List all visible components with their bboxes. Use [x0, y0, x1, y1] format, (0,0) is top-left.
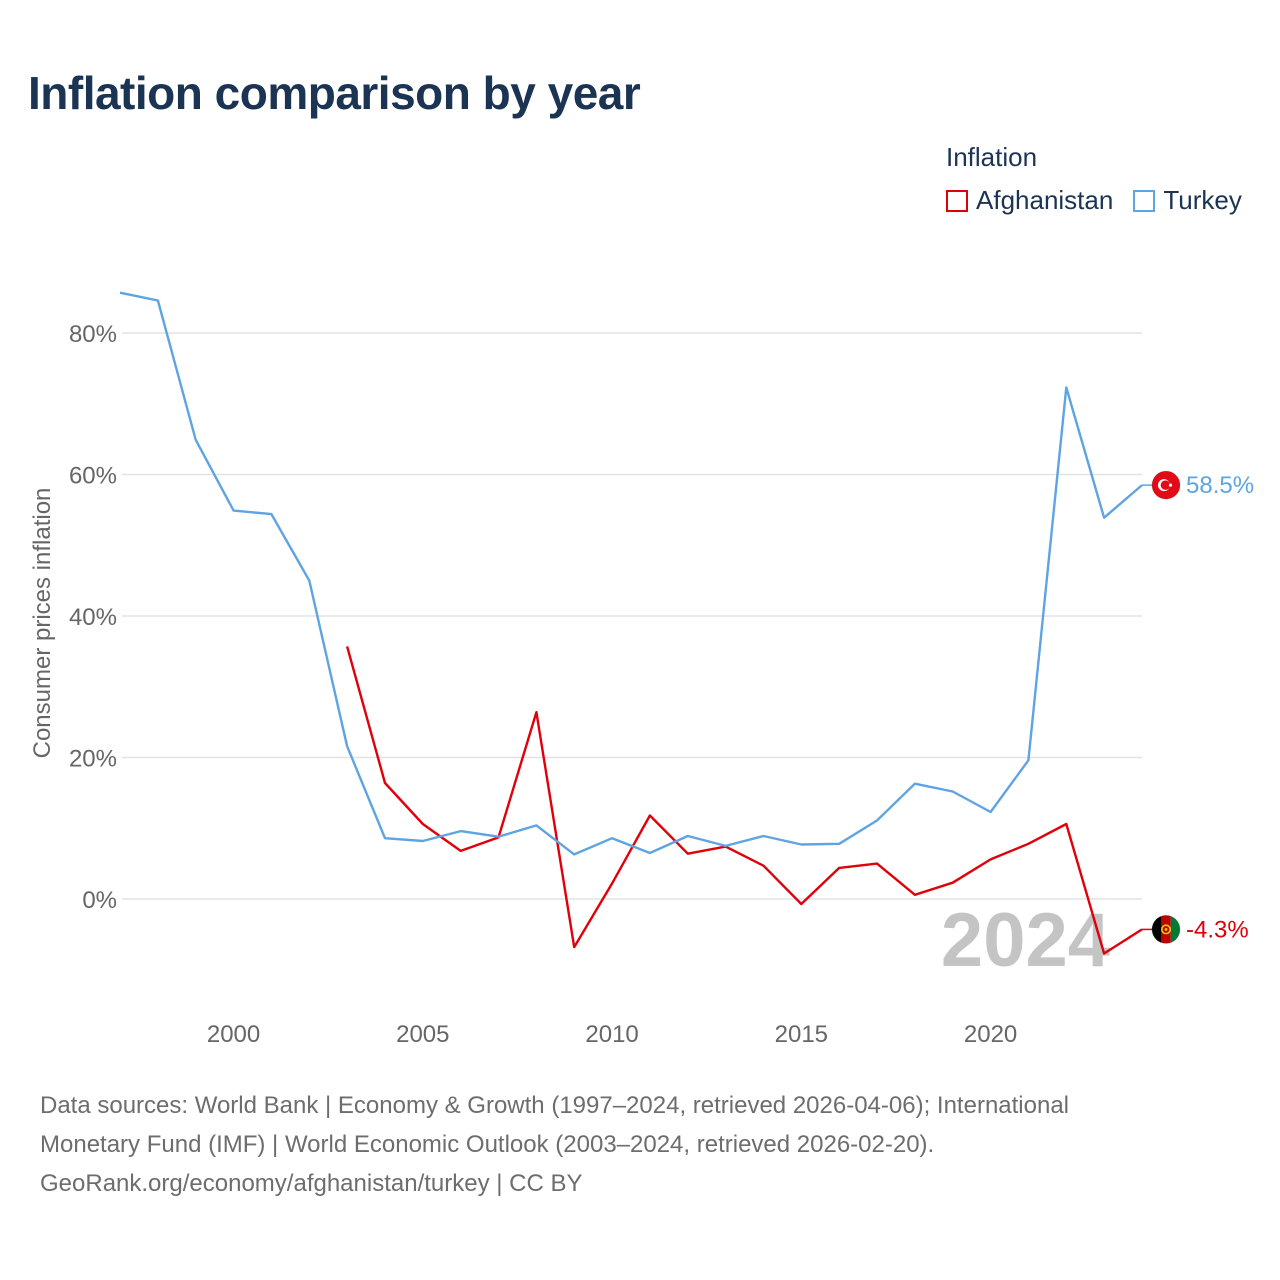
legend: Inflation Afghanistan Turkey: [946, 142, 1262, 216]
y-tick-label: 80%: [69, 321, 117, 348]
x-tick-label: 2005: [396, 1021, 449, 1048]
turkey-flag-icon: [1151, 470, 1181, 500]
legend-item-afghanistan[interactable]: Afghanistan: [946, 185, 1113, 216]
legend-item-turkey[interactable]: Turkey: [1133, 185, 1242, 216]
y-axis-label: Consumer prices inflation: [29, 488, 56, 759]
afghanistan-flag-icon: [1151, 914, 1181, 944]
x-tick-label: 2020: [964, 1021, 1017, 1048]
series-line-turkey[interactable]: [119, 291, 1143, 856]
end-value-label-afghanistan: -4.3%: [1186, 916, 1249, 943]
y-tick-label: 40%: [69, 604, 117, 631]
line-chart: 0% 20% 40% 60% 80% 2000 2005 2010 2015 2020 2024…: [29, 291, 1254, 1048]
y-tick-labels: 0% 20% 40% 60% 80%: [69, 321, 117, 914]
footer-line-3[interactable]: GeoRank.org/economy/afghanistan/turkey |…: [40, 1170, 583, 1197]
legend-label-turkey: Turkey: [1163, 185, 1242, 215]
chart-title: Inflation comparison by year: [28, 67, 641, 119]
series-line-afghanistan[interactable]: [345, 646, 1143, 955]
end-value-label-turkey: 58.5%: [1186, 472, 1254, 499]
legend-label-afghanistan: Afghanistan: [976, 185, 1114, 215]
y-tick-label: 0%: [82, 887, 117, 914]
x-tick-label: 2015: [775, 1021, 828, 1048]
footer-line-1: Data sources: World Bank | Economy & Gro…: [40, 1092, 1070, 1119]
year-watermark: 2024: [941, 898, 1110, 983]
x-tick-label: 2000: [207, 1021, 260, 1048]
footer-line-2: Monetary Fund (IMF) | World Economic Out…: [40, 1131, 935, 1158]
legend-swatch-turkey: [1133, 189, 1156, 212]
footer: Data sources: World Bank | Economy & Gro…: [40, 1086, 1240, 1203]
series-layer: -4.3% 58.5%: [119, 291, 1254, 955]
legend-title: Inflation: [946, 142, 1038, 172]
y-tick-label: 60%: [69, 463, 117, 490]
legend-swatch-afghanistan: [946, 189, 968, 212]
grid-layer: [122, 332, 1142, 900]
x-tick-label: 2010: [585, 1021, 638, 1048]
x-tick-labels: 2000 2005 2010 2015 2020: [207, 1021, 1017, 1048]
y-tick-label: 20%: [69, 746, 117, 773]
